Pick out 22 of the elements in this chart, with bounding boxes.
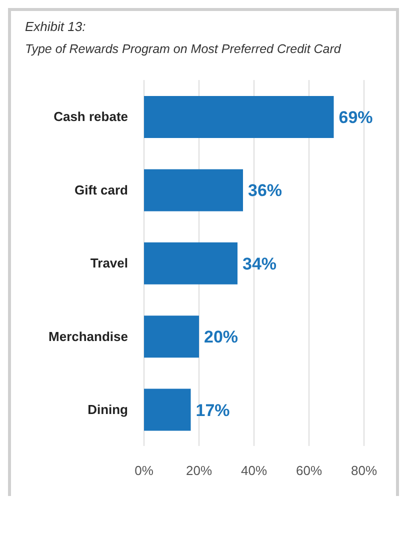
y-tick-label: Gift card bbox=[74, 182, 128, 198]
x-tick-label: 80% bbox=[350, 463, 378, 478]
bar bbox=[144, 96, 334, 138]
data-label: 20% bbox=[204, 328, 238, 347]
chart-title: Exhibit 13: bbox=[25, 19, 87, 34]
chart-subtitle: Type of Rewards Program on Most Preferred Credit Card bbox=[25, 42, 342, 56]
x-tick-label: 40% bbox=[240, 463, 268, 478]
y-tick-label: Merchandise bbox=[48, 328, 128, 344]
data-label: 17% bbox=[196, 400, 230, 420]
y-tick-label: Dining bbox=[88, 402, 128, 418]
x-tick-label: 20% bbox=[186, 463, 212, 478]
bar bbox=[144, 316, 199, 358]
bar bbox=[144, 388, 191, 431]
data-label: 34% bbox=[242, 254, 277, 274]
x-tick-label: 0% bbox=[134, 463, 154, 478]
data-label: 69% bbox=[338, 108, 373, 128]
bar bbox=[144, 242, 238, 284]
data-label: 36% bbox=[248, 181, 282, 200]
y-tick-label: Cash rebate bbox=[54, 109, 128, 124]
x-tick-label: 60% bbox=[296, 463, 322, 478]
bar bbox=[144, 169, 243, 212]
y-tick-label: Travel bbox=[90, 256, 128, 271]
